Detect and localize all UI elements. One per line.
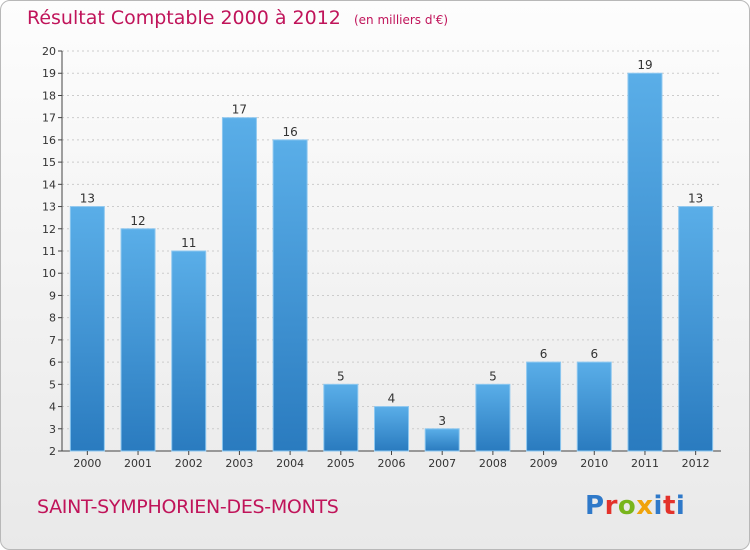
y-tick-label: 3 bbox=[49, 423, 56, 436]
y-tick-label: 9 bbox=[49, 289, 56, 302]
y-tick-label: 13 bbox=[42, 201, 56, 214]
y-tick-label: 6 bbox=[49, 356, 56, 369]
bar-2003[interactable] bbox=[221, 117, 257, 452]
data-label-2000: 13 bbox=[80, 192, 95, 206]
title-block: Résultat Comptable 2000 à 2012 (en milli… bbox=[27, 7, 448, 29]
data-label-2007: 3 bbox=[438, 414, 446, 428]
data-label-2004: 16 bbox=[282, 125, 297, 139]
x-tick-label-2012: 2012 bbox=[682, 457, 710, 470]
x-tick-label-2007: 2007 bbox=[428, 457, 456, 470]
x-tick-label-2008: 2008 bbox=[479, 457, 507, 470]
x-tick-label-2000: 2000 bbox=[73, 457, 101, 470]
y-tick-label: 18 bbox=[42, 89, 56, 102]
y-tick-label: 15 bbox=[42, 156, 56, 169]
data-label-2002: 11 bbox=[181, 236, 196, 250]
y-tick-label: 16 bbox=[42, 134, 56, 147]
data-label-2009: 6 bbox=[540, 347, 548, 361]
x-tick-label-2001: 2001 bbox=[124, 457, 152, 470]
x-tick-label-2006: 2006 bbox=[378, 457, 406, 470]
chart-subtitle: (en milliers d'€) bbox=[353, 13, 449, 27]
x-tick-label-2003: 2003 bbox=[225, 457, 253, 470]
y-tick-label: 14 bbox=[42, 178, 56, 191]
x-tick-label-2002: 2002 bbox=[175, 457, 203, 470]
y-tick-label: 8 bbox=[49, 312, 56, 325]
commune-name: SAINT-SYMPHORIEN-DES-MONTS bbox=[37, 496, 339, 518]
bar-2009[interactable] bbox=[526, 361, 562, 452]
bar-2001[interactable] bbox=[120, 228, 156, 452]
y-tick-label: 12 bbox=[42, 223, 56, 236]
y-tick-label: 2 bbox=[49, 445, 56, 458]
data-label-2012: 13 bbox=[688, 192, 703, 206]
y-tick-label: 11 bbox=[42, 245, 56, 258]
x-tick-label-2009: 2009 bbox=[530, 457, 558, 470]
data-label-2011: 19 bbox=[637, 58, 652, 72]
bar-2002[interactable] bbox=[171, 250, 207, 452]
x-tick-label-2005: 2005 bbox=[327, 457, 355, 470]
y-tick-label: 19 bbox=[42, 67, 56, 80]
bar-2006[interactable] bbox=[374, 406, 409, 452]
bar-2000[interactable] bbox=[69, 206, 105, 452]
bar-2005[interactable] bbox=[323, 383, 359, 452]
data-label-2010: 6 bbox=[590, 347, 598, 361]
y-tick-label: 7 bbox=[49, 334, 56, 347]
y-tick-label: 20 bbox=[42, 45, 56, 58]
y-tick-label: 17 bbox=[42, 112, 56, 125]
y-tick-label: 4 bbox=[49, 401, 56, 414]
data-label-2006: 4 bbox=[388, 392, 396, 406]
x-tick-label-2011: 2011 bbox=[631, 457, 659, 470]
x-tick-label-2010: 2010 bbox=[580, 457, 608, 470]
bar-2007[interactable] bbox=[424, 428, 460, 452]
bar-2010[interactable] bbox=[576, 361, 612, 452]
y-tick-label: 5 bbox=[49, 378, 56, 391]
data-label-2005: 5 bbox=[337, 369, 345, 383]
bar-2008[interactable] bbox=[475, 383, 511, 452]
data-label-2008: 5 bbox=[489, 369, 497, 383]
y-tick-label: 10 bbox=[42, 267, 56, 280]
x-tick-label-2004: 2004 bbox=[276, 457, 304, 470]
data-label-2001: 12 bbox=[130, 214, 145, 228]
bar-2012[interactable] bbox=[678, 206, 714, 452]
data-label-2003: 17 bbox=[232, 103, 247, 117]
bar-2004[interactable] bbox=[272, 139, 308, 452]
chart-title: Résultat Comptable 2000 à 2012 bbox=[27, 7, 341, 29]
proxiti-logo[interactable]: Proxiti bbox=[585, 491, 686, 521]
bar-2011[interactable] bbox=[627, 72, 663, 452]
